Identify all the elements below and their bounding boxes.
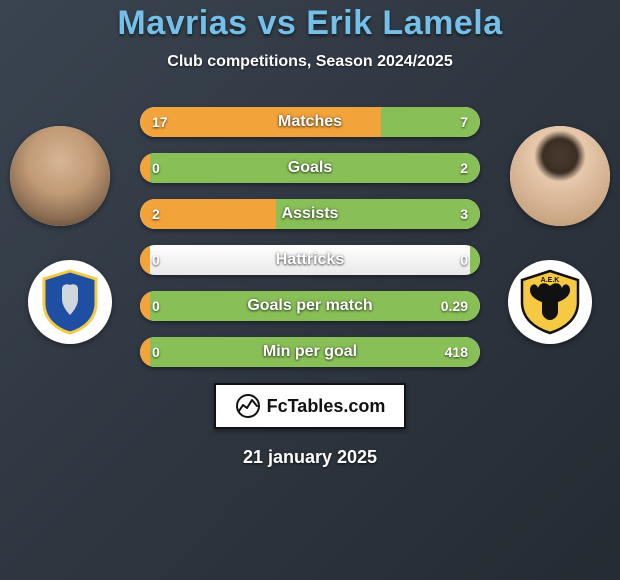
player-right-avatar [510,126,610,226]
stat-value-left: 0 [152,160,160,176]
stat-label: Assists [282,205,339,223]
stat-value-left: 0 [152,298,160,314]
stat-fill-left [140,199,276,229]
stat-value-right: 418 [445,344,468,360]
stat-fill-left [140,107,381,137]
stat-value-left: 2 [152,206,160,222]
stat-value-left: 0 [152,252,160,268]
stat-label: Goals [288,159,332,177]
stat-row: 0 0.29 Goals per match [140,291,480,321]
stat-label: Goals per match [247,297,372,315]
stat-label: Hattricks [276,251,344,269]
stat-value-right: 0 [460,252,468,268]
stats-container: 17 7 Matches 0 2 Goals 2 3 Assists 0 0 Hattricks 0 0.… [140,107,480,367]
stat-label: Min per goal [263,343,357,361]
club-right-text: A.E.K [541,277,560,284]
subtitle: Club competitions, Season 2024/2025 [0,53,620,71]
player-left-face-placeholder [10,126,110,226]
club-right-badge: A.E.K [508,260,592,344]
stat-row: 0 2 Goals [140,153,480,183]
stat-value-left: 17 [152,114,168,130]
stat-fill-left [140,291,150,321]
club-left-badge [28,260,112,344]
stat-value-right: 0.29 [441,298,468,314]
page-title: Mavrias vs Erik Lamela [0,4,620,43]
site-logo-icon [235,393,261,419]
club-right-crest-icon: A.E.K [516,268,584,336]
content-root: Mavrias vs Erik Lamela Club competitions… [0,0,620,580]
stat-fill-left [140,245,150,275]
stat-value-right: 7 [460,114,468,130]
player-left-avatar [10,126,110,226]
stat-value-right: 2 [460,160,468,176]
stat-row: 2 3 Assists [140,199,480,229]
stat-value-left: 0 [152,344,160,360]
stat-fill-left [140,153,150,183]
site-logo-box: FcTables.com [214,383,406,429]
site-logo-text: FcTables.com [267,396,386,417]
stat-row: 17 7 Matches [140,107,480,137]
stat-value-right: 3 [460,206,468,222]
stat-fill-left [140,337,150,367]
stat-row: 0 418 Min per goal [140,337,480,367]
stat-label: Matches [278,113,342,131]
date-label: 21 january 2025 [0,447,620,468]
club-left-crest-icon [40,269,100,335]
player-right-face-placeholder [510,126,610,226]
stat-row: 0 0 Hattricks [140,245,480,275]
stat-fill-right [470,245,480,275]
